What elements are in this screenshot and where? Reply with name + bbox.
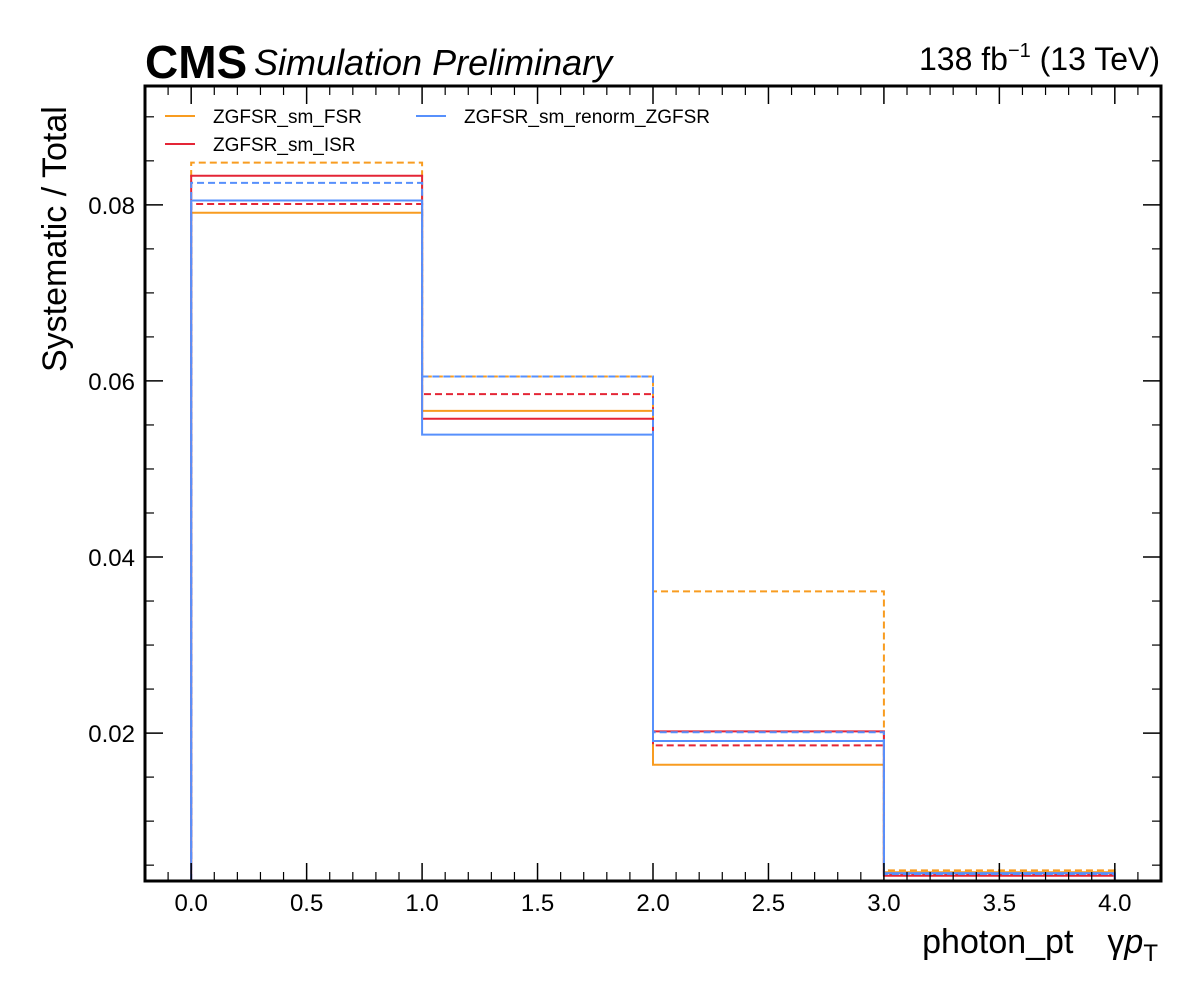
x-tick-label: 0.5 (290, 890, 323, 917)
x-axis-title-main: photon_pt (922, 923, 1074, 961)
x-tick-label: 3.0 (867, 890, 900, 917)
y-tick-label: 0.08 (88, 193, 135, 220)
tick-labels: 0.0 0.5 1.0 1.5 2.0 2.5 3.0 3.5 4.0 0.02 0.04 0.06 0… (88, 193, 1131, 917)
legend-label-1: ZGFSR_sm_ISR (213, 135, 356, 156)
x-tick-label: 2.0 (636, 890, 669, 917)
y-tick-label: 0.02 (88, 721, 135, 748)
x-tick-label: 4.0 (1098, 890, 1131, 917)
y-axis-title: Systematic / Total (36, 106, 74, 372)
plot-frame (143, 84, 1163, 883)
x-tick-label: 0.0 (174, 890, 207, 917)
x-tick-label: 3.5 (983, 890, 1016, 917)
x-tick-label: 1.0 (405, 890, 438, 917)
y-tick-label: 0.06 (88, 369, 135, 396)
y-tick-label: 0.04 (88, 545, 135, 572)
cms-label: CMS (145, 36, 247, 88)
lumi-energy: (13 TeV) (1031, 41, 1160, 77)
lumi-value: 138 fb (919, 41, 1008, 77)
lumi-exponent: −1 (1008, 40, 1031, 62)
x-axis-title-gamma: γ (1107, 923, 1124, 961)
x-axis-title: photon_pt γpT (922, 923, 1158, 967)
luminosity-label: 138 fb−1 (13 TeV) (919, 40, 1160, 77)
series-2-up-line (190, 199, 1116, 881)
x-axis-title-p: p (1123, 923, 1143, 961)
legend-label-0: ZGFSR_sm_FSR (213, 107, 362, 128)
histogram-lines (190, 161, 1116, 881)
x-axis-title-sub: T (1143, 940, 1158, 967)
x-tick-label: 1.5 (521, 890, 554, 917)
legend: ZGFSR_sm_FSR ZGFSR_sm_ISR ZGFSR_sm_renorm_… (165, 107, 710, 156)
x-tick-label: 2.5 (752, 890, 785, 917)
legend-label-2: ZGFSR_sm_renorm_ZGFSR (464, 107, 710, 128)
simulation-preliminary-label: Simulation Preliminary (254, 42, 614, 83)
